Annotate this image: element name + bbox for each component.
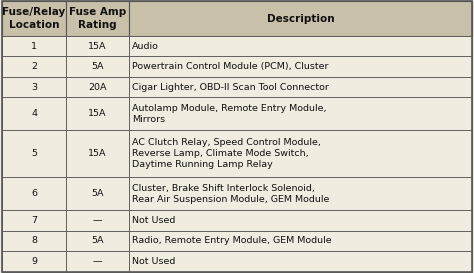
Bar [129, 251, 472, 272]
Text: Radio, Remote Entry Module, GEM Module: Radio, Remote Entry Module, GEM Module [132, 236, 332, 245]
Text: Not Used: Not Used [132, 216, 176, 225]
Text: Autolamp Module, Remote Entry Module,
Mirrors: Autolamp Module, Remote Entry Module, Mi… [132, 104, 327, 124]
Bar [66, 251, 129, 272]
Text: 1: 1 [31, 42, 37, 51]
Text: 20A: 20A [88, 82, 107, 91]
Bar [2, 77, 66, 97]
Text: 3: 3 [31, 82, 37, 91]
Bar [66, 177, 129, 210]
Bar [2, 97, 66, 130]
Text: 7: 7 [31, 216, 37, 225]
Bar [129, 177, 472, 210]
Bar [129, 36, 472, 56]
Text: 15A: 15A [88, 109, 107, 118]
Bar [129, 231, 472, 251]
Bar [2, 130, 66, 177]
Text: —: — [92, 257, 102, 266]
Text: 4: 4 [31, 109, 37, 118]
Bar [66, 36, 129, 56]
Bar [129, 97, 472, 130]
Bar [66, 130, 129, 177]
Bar [66, 210, 129, 231]
Bar [2, 251, 66, 272]
Bar [129, 210, 472, 231]
Bar [129, 77, 472, 97]
Bar [66, 77, 129, 97]
Bar [66, 97, 129, 130]
Text: 5A: 5A [91, 236, 104, 245]
Bar [2, 56, 66, 77]
Bar [129, 130, 472, 177]
Text: Cluster, Brake Shift Interlock Solenoid,
Rear Air Suspension Module, GEM Module: Cluster, Brake Shift Interlock Solenoid,… [132, 184, 330, 204]
Bar [66, 1, 129, 36]
Bar [2, 1, 66, 36]
Bar [129, 56, 472, 77]
Text: 5: 5 [31, 149, 37, 158]
Text: 8: 8 [31, 236, 37, 245]
Text: Powertrain Control Module (PCM), Cluster: Powertrain Control Module (PCM), Cluster [132, 62, 329, 71]
Text: 15A: 15A [88, 149, 107, 158]
Bar [129, 1, 472, 36]
Text: 6: 6 [31, 189, 37, 198]
Text: AC Clutch Relay, Speed Control Module,
Reverse Lamp, Climate Mode Switch,
Daytim: AC Clutch Relay, Speed Control Module, R… [132, 138, 321, 169]
Text: Description: Description [266, 14, 334, 24]
Text: 15A: 15A [88, 42, 107, 51]
Bar [66, 56, 129, 77]
Text: 2: 2 [31, 62, 37, 71]
Text: Cigar Lighter, OBD-II Scan Tool Connector: Cigar Lighter, OBD-II Scan Tool Connecto… [132, 82, 329, 91]
Text: Fuse/Relay
Location: Fuse/Relay Location [2, 7, 66, 30]
Bar [2, 231, 66, 251]
Bar [66, 231, 129, 251]
Bar [2, 36, 66, 56]
Bar [2, 177, 66, 210]
Bar [2, 210, 66, 231]
Text: 5A: 5A [91, 189, 104, 198]
Text: 9: 9 [31, 257, 37, 266]
Text: 5A: 5A [91, 62, 104, 71]
Text: —: — [92, 216, 102, 225]
Text: Audio: Audio [132, 42, 159, 51]
Text: Fuse Amp
Rating: Fuse Amp Rating [69, 7, 126, 30]
Text: Not Used: Not Used [132, 257, 176, 266]
